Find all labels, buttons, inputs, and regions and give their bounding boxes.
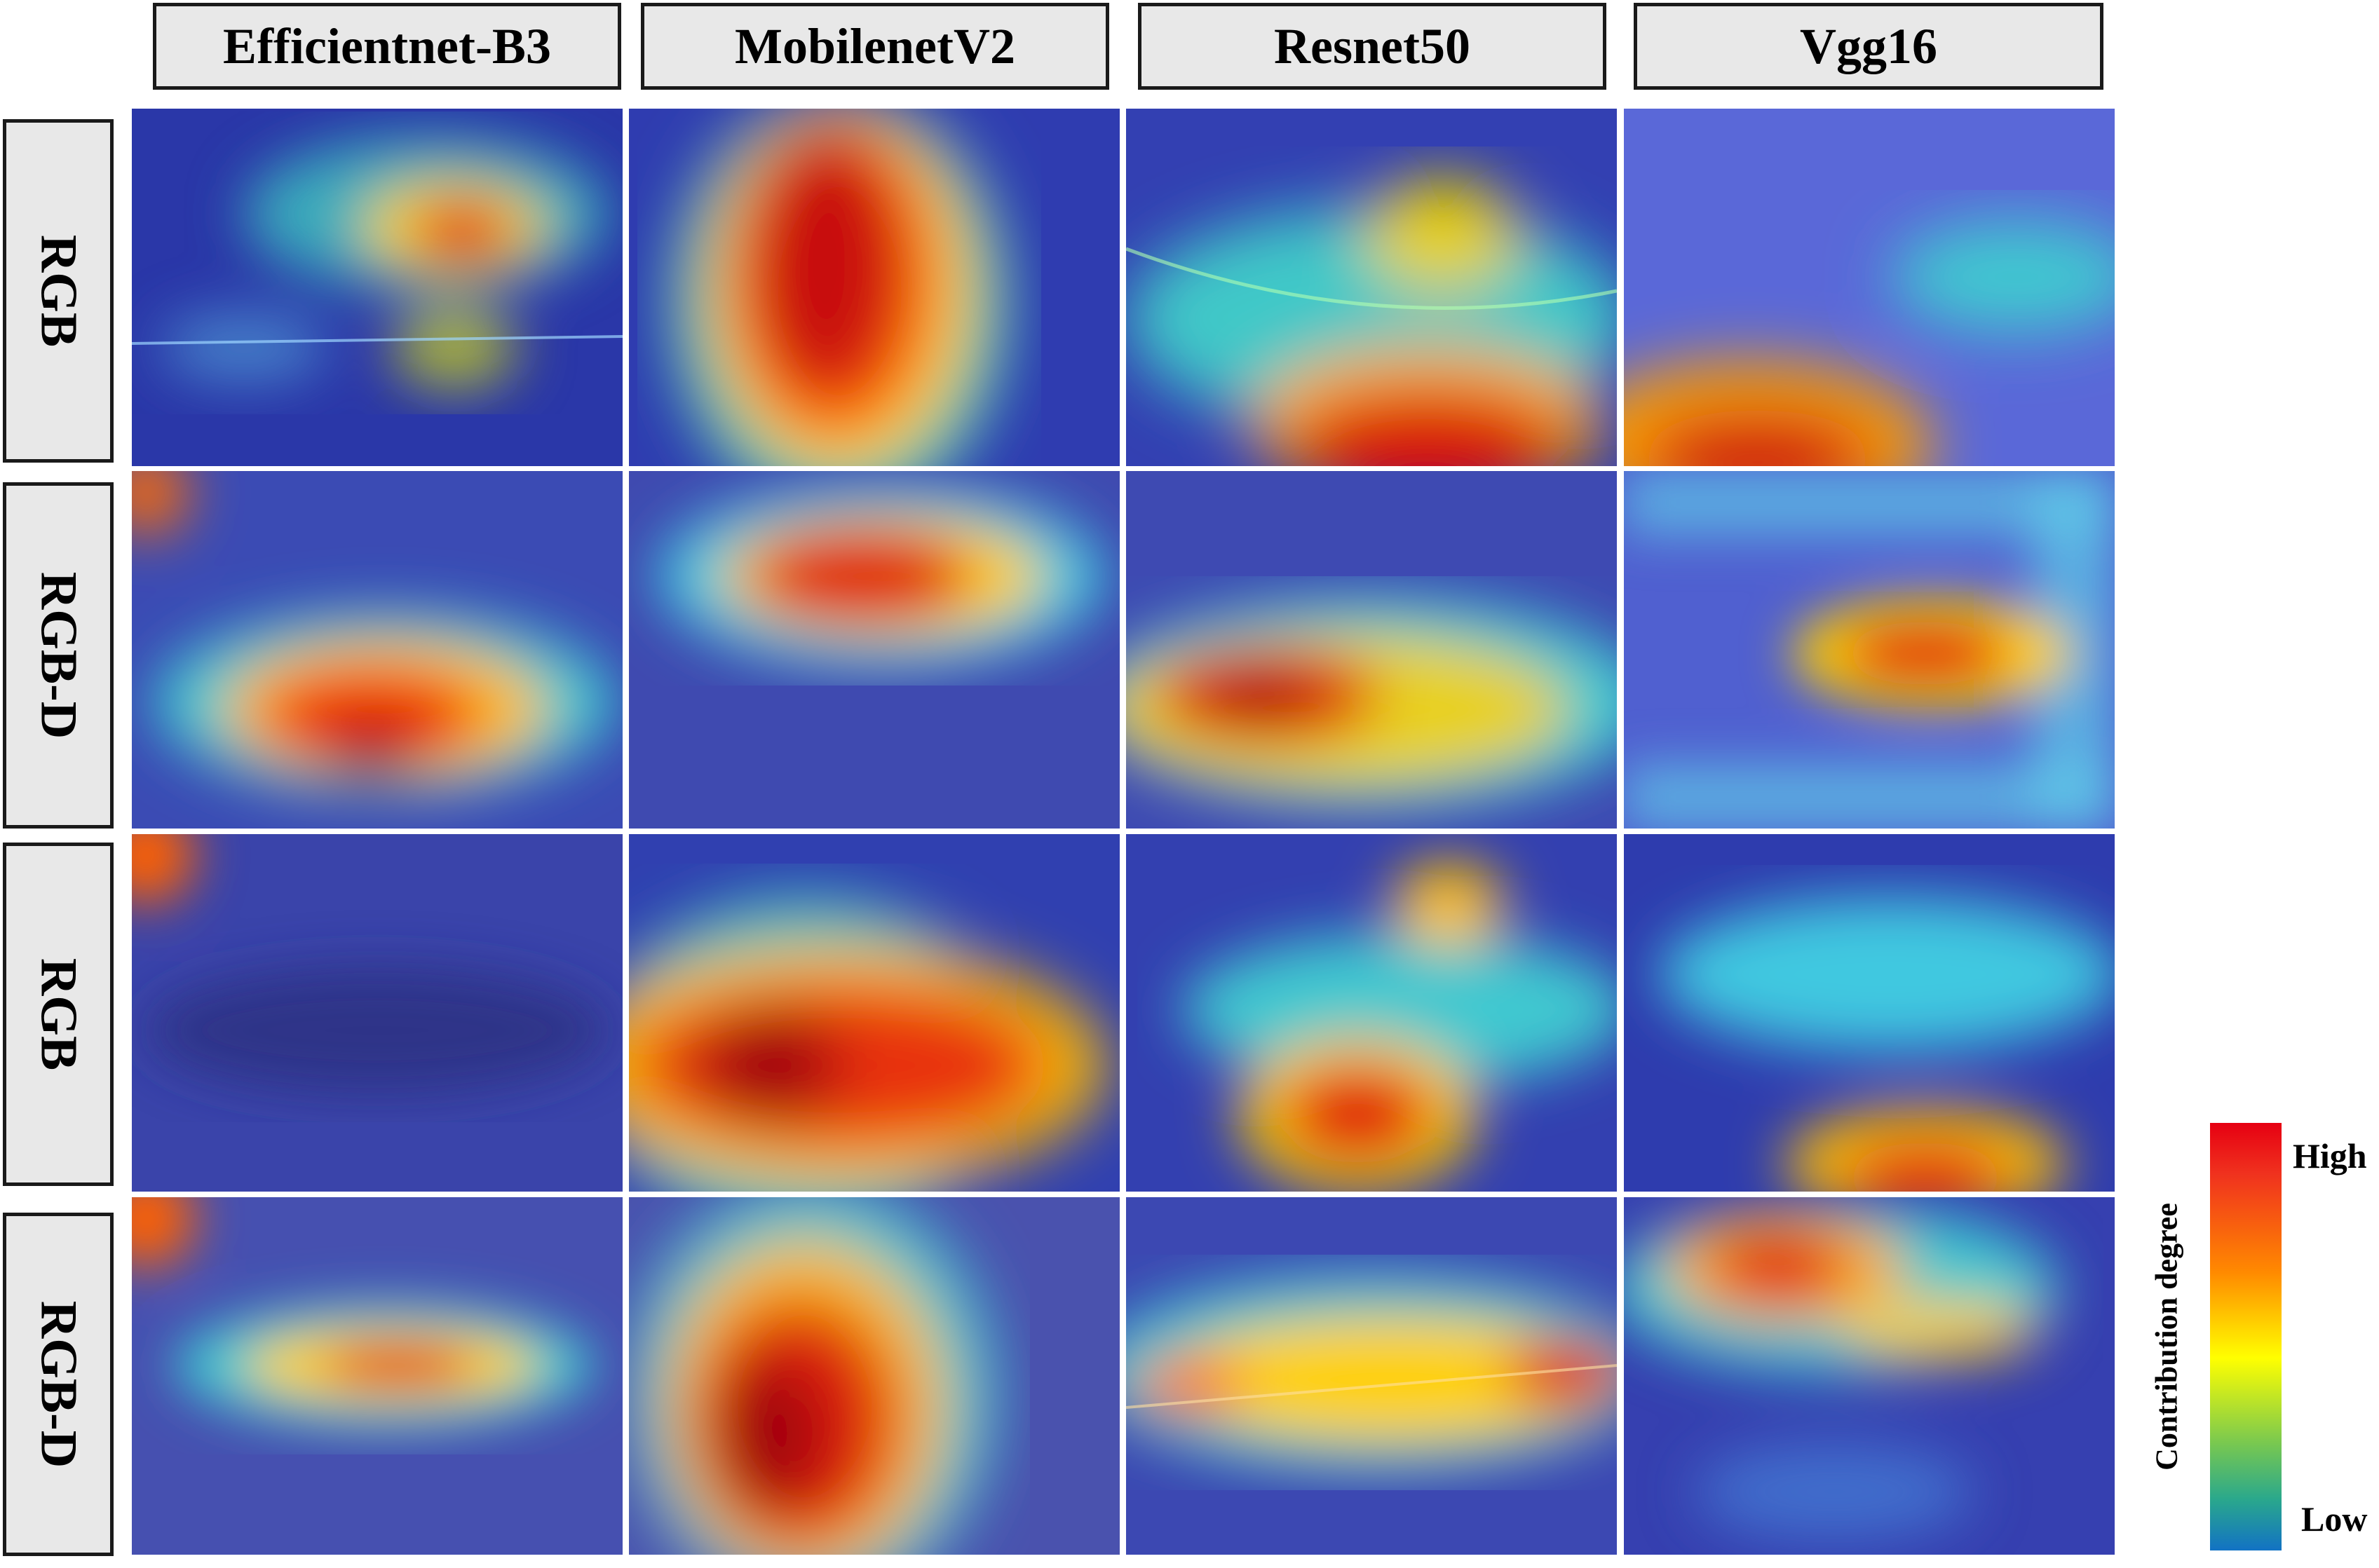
heatmap-cell-r2-c4: [1624, 471, 2115, 829]
heatmap-cell-r3-c1: [132, 834, 623, 1192]
row-label: RGB: [29, 234, 88, 348]
column-header-mobilenetv2: MobilenetV2: [641, 3, 1109, 90]
heatmap-cell-r4-c1: [132, 1197, 623, 1555]
column-label: Efficientnet-B3: [223, 18, 551, 74]
row-label: RGB-D: [29, 571, 88, 739]
row-label: RGB: [29, 957, 88, 1071]
heatmap-cell-r1-c1: [132, 109, 623, 466]
colorbar-legend: [2210, 1123, 2282, 1550]
heatmap-cell-r4-c4: [1624, 1197, 2115, 1555]
heatmap-cell-r2-c3: [1126, 471, 1617, 829]
column-header-resnet50: Resnet50: [1138, 3, 1606, 90]
heatmap-cell-r2-c1: [132, 471, 623, 829]
legend-high-label: High: [2293, 1136, 2367, 1175]
heatmap-cell-r1-c3: [1126, 109, 1617, 466]
legend-title: Contribution degree: [2149, 1203, 2184, 1471]
heatmap-cell-r3-c4: [1624, 834, 2115, 1192]
heatmap-cell-r4-c2: [629, 1197, 1120, 1555]
column-label: MobilenetV2: [735, 18, 1015, 74]
heatmap-cell-r1-c4: [1624, 109, 2115, 466]
row-header-rgb: RGB: [3, 843, 114, 1186]
legend-low-label: Low: [2301, 1499, 2368, 1539]
row-header-rgb: RGB: [3, 119, 114, 463]
column-label: Resnet50: [1274, 18, 1470, 74]
heatmap-cell-r4-c3: [1126, 1197, 1617, 1555]
row-header-rgb-d: RGB-D: [3, 1213, 114, 1556]
column-label: Vgg16: [1800, 18, 1937, 74]
heatmap-cell-r1-c2: [629, 109, 1120, 466]
row-header-rgb-d: RGB-D: [3, 482, 114, 829]
heatmap-cell-r3-c3: [1126, 834, 1617, 1192]
heatmap-cell-r2-c2: [629, 471, 1120, 829]
row-label: RGB-D: [29, 1300, 88, 1468]
column-header-vgg16: Vgg16: [1634, 3, 2103, 90]
column-header-efficientnet-b3: Efficientnet-B3: [153, 3, 621, 90]
heatmap-cell-r3-c2: [629, 834, 1120, 1192]
